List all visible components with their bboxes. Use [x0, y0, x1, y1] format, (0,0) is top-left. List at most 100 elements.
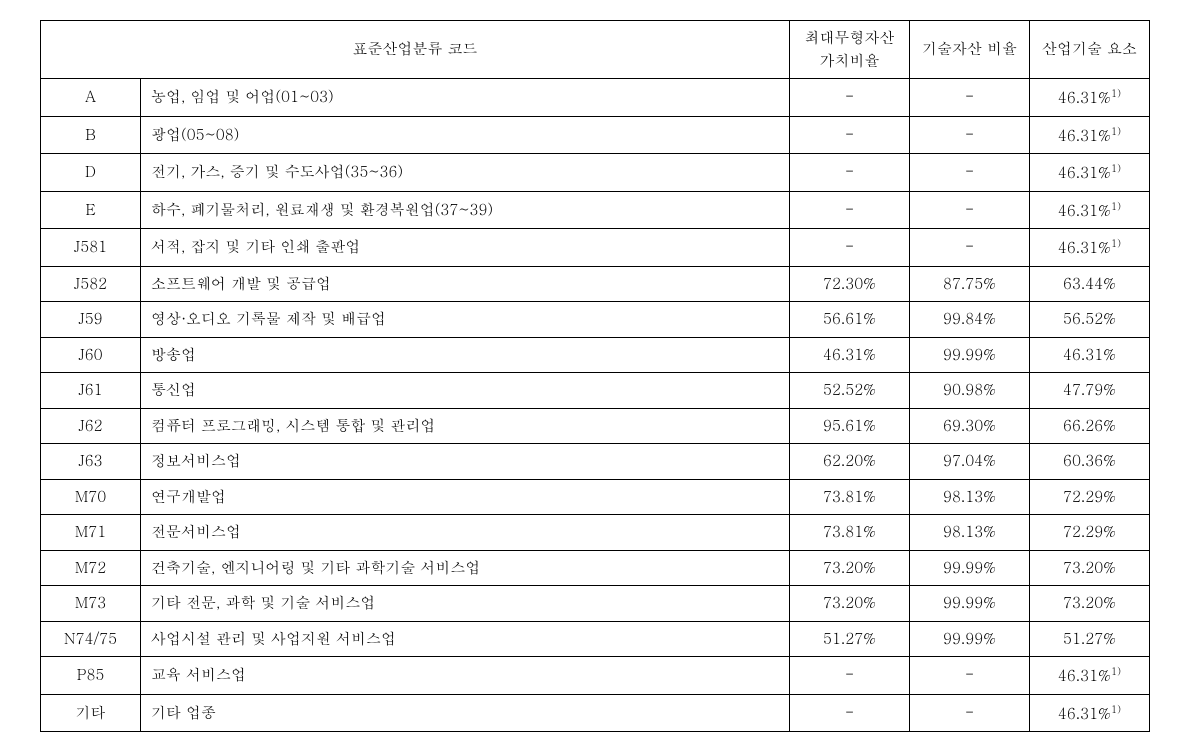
table-row: N74/75사업시설 관리 및 사업지원 서비스업51.27%99.99%51.… [41, 621, 1150, 657]
industry-classification-table: 표준산업분류 코드 최대무형자산 가치비율 기술자산 비율 산업기술 요소 A농… [40, 20, 1150, 732]
cell-code: A [41, 79, 141, 117]
table-row: J62컴퓨터 프로그래밍, 시스템 통합 및 관리업95.61%69.30%66… [41, 408, 1150, 444]
footnote-sup: 1) [1111, 85, 1121, 100]
cell-name: 건축기술, 엔지니어링 및 기타 과학기술 서비스업 [141, 550, 790, 586]
cell-industry-tech-value: 47.79% [1063, 379, 1116, 400]
cell-max-intangible: - [790, 116, 910, 154]
cell-tech-asset: 69.30% [910, 408, 1030, 444]
table-row: B광업(05~08)--46.31%1) [41, 116, 1150, 154]
table-row: A농업, 임업 및 어업(01~03)--46.31%1) [41, 79, 1150, 117]
table-row: J60방송업46.31%99.99%46.31% [41, 337, 1150, 373]
cell-code: J59 [41, 302, 141, 338]
cell-max-intangible: - [790, 229, 910, 267]
cell-max-intangible: 73.81% [790, 479, 910, 515]
cell-industry-tech: 46.31%1) [1030, 229, 1150, 267]
cell-industry-tech-value: 73.20% [1063, 557, 1116, 578]
header-code-group: 표준산업분류 코드 [41, 21, 790, 79]
cell-industry-tech: 51.27% [1030, 621, 1150, 657]
cell-industry-tech: 63.44% [1030, 266, 1150, 302]
cell-max-intangible: 51.27% [790, 621, 910, 657]
cell-industry-tech: 46.31% [1030, 337, 1150, 373]
table-row: P85교육 서비스업--46.31%1) [41, 657, 1150, 695]
cell-code: N74/75 [41, 621, 141, 657]
cell-code: P85 [41, 657, 141, 695]
cell-industry-tech: 46.31%1) [1030, 191, 1150, 229]
cell-tech-asset: 99.99% [910, 550, 1030, 586]
cell-industry-tech-value: 51.27% [1063, 628, 1116, 649]
table-row: J63정보서비스업62.20%97.04%60.36% [41, 444, 1150, 480]
cell-industry-tech-value: 46.31% [1058, 200, 1111, 221]
cell-industry-tech: 72.29% [1030, 479, 1150, 515]
cell-industry-tech: 46.31%1) [1030, 79, 1150, 117]
cell-industry-tech-value: 56.52% [1063, 308, 1116, 329]
cell-name: 통신업 [141, 373, 790, 409]
table-row: J581서적, 잡지 및 기타 인쇄 출판업--46.31%1) [41, 229, 1150, 267]
cell-tech-asset: 99.84% [910, 302, 1030, 338]
cell-name: 전문서비스업 [141, 515, 790, 551]
cell-max-intangible: - [790, 154, 910, 192]
cell-name: 영상·오디오 기록물 제작 및 배급업 [141, 302, 790, 338]
cell-tech-asset: - [910, 116, 1030, 154]
table-body: A농업, 임업 및 어업(01~03)--46.31%1)B광업(05~08)-… [41, 79, 1150, 732]
cell-tech-asset: 90.98% [910, 373, 1030, 409]
cell-code: J61 [41, 373, 141, 409]
cell-code: J63 [41, 444, 141, 480]
table-row: J61통신업52.52%90.98%47.79% [41, 373, 1150, 409]
cell-max-intangible: - [790, 79, 910, 117]
cell-max-intangible: 73.81% [790, 515, 910, 551]
cell-industry-tech: 60.36% [1030, 444, 1150, 480]
cell-industry-tech: 46.31%1) [1030, 694, 1150, 732]
table-header: 표준산업분류 코드 최대무형자산 가치비율 기술자산 비율 산업기술 요소 [41, 21, 1150, 79]
cell-name: 소프트웨어 개발 및 공급업 [141, 266, 790, 302]
cell-tech-asset: 98.13% [910, 479, 1030, 515]
cell-code: M71 [41, 515, 141, 551]
cell-name: 컴퓨터 프로그래밍, 시스템 통합 및 관리업 [141, 408, 790, 444]
table-row: M72건축기술, 엔지니어링 및 기타 과학기술 서비스업 73.20% 99.99… [41, 550, 1150, 586]
cell-max-intangible: 46.31% [790, 337, 910, 373]
cell-max-intangible: - [790, 657, 910, 695]
cell-max-intangible: 72.30% [790, 266, 910, 302]
cell-tech-asset: - [910, 657, 1030, 695]
cell-name: 정보서비스업 [141, 444, 790, 480]
cell-max-intangible: - [790, 694, 910, 732]
table-row: E하수, 폐기물처리, 원료재생 및 환경복원업(37~39)--46.31%1… [41, 191, 1150, 229]
cell-tech-asset: 99.99% [910, 586, 1030, 622]
cell-industry-tech: 73.20% [1030, 586, 1150, 622]
footnote-sup: 1) [1111, 160, 1121, 175]
cell-name: 연구개발업 [141, 479, 790, 515]
cell-tech-asset: - [910, 694, 1030, 732]
table-row: 기타기타 업종--46.31%1) [41, 694, 1150, 732]
cell-code: J581 [41, 229, 141, 267]
cell-industry-tech: 73.20% [1030, 550, 1150, 586]
footnote-sup: 1) [1111, 663, 1121, 678]
cell-code: J60 [41, 337, 141, 373]
cell-industry-tech-value: 46.31% [1058, 237, 1111, 258]
cell-industry-tech-value: 46.31% [1058, 162, 1111, 183]
cell-name: 하수, 폐기물처리, 원료재생 및 환경복원업(37~39) [141, 191, 790, 229]
cell-industry-tech-value: 46.31% [1058, 703, 1111, 724]
cell-name: 전기, 가스, 증기 및 수도사업(35~36) [141, 154, 790, 192]
cell-name: 사업시설 관리 및 사업지원 서비스업 [141, 621, 790, 657]
cell-code: M72 [41, 550, 141, 586]
table-row: M70연구개발업73.81%98.13%72.29% [41, 479, 1150, 515]
footnote-sup: 1) [1111, 198, 1121, 213]
cell-tech-asset: - [910, 154, 1030, 192]
cell-code: 기타 [41, 694, 141, 732]
cell-industry-tech-value: 46.31% [1058, 87, 1111, 108]
cell-tech-asset: - [910, 79, 1030, 117]
cell-tech-asset: - [910, 229, 1030, 267]
cell-name: 방송업 [141, 337, 790, 373]
cell-industry-tech: 72.29% [1030, 515, 1150, 551]
cell-max-intangible: - [790, 191, 910, 229]
table-row: J582소프트웨어 개발 및 공급업72.30%87.75%63.44% [41, 266, 1150, 302]
cell-tech-asset: 87.75% [910, 266, 1030, 302]
cell-name: 서적, 잡지 및 기타 인쇄 출판업 [141, 229, 790, 267]
footnote-sup: 1) [1111, 701, 1121, 716]
cell-code: J62 [41, 408, 141, 444]
cell-max-intangible: 73.20% [790, 586, 910, 622]
cell-max-intangible: 62.20% [790, 444, 910, 480]
cell-name: 농업, 임업 및 어업(01~03) [141, 79, 790, 117]
cell-code: M73 [41, 586, 141, 622]
cell-code: B [41, 116, 141, 154]
cell-industry-tech-value: 66.26% [1063, 415, 1116, 436]
